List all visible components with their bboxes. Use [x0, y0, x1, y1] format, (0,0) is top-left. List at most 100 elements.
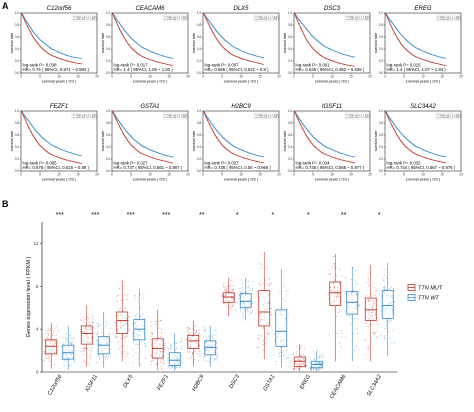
- box-point: [100, 357, 102, 359]
- box-point: [52, 332, 54, 334]
- box-point: [205, 359, 207, 361]
- box-point: [181, 357, 183, 359]
- box-point: [49, 342, 51, 344]
- box-point: [320, 355, 322, 357]
- box-point: [105, 339, 107, 341]
- box-point: [216, 355, 218, 357]
- km-ytick-label: 0.0: [197, 71, 202, 75]
- box-point: [368, 312, 370, 314]
- box-point: [159, 360, 162, 362]
- box-point: [109, 327, 111, 329]
- box-category-label: CEACAM6: [329, 373, 348, 400]
- box-point: [143, 294, 145, 296]
- box-point: [203, 326, 205, 328]
- box-point: [85, 318, 87, 320]
- box-point: [212, 337, 214, 339]
- box-point: [132, 362, 134, 364]
- box-point: [106, 337, 108, 339]
- box-point: [71, 343, 73, 346]
- box-significance: *: [378, 212, 381, 219]
- box-group-igsf11: *** IGSF11: [79, 212, 112, 393]
- box-point: [383, 291, 385, 293]
- box-point: [88, 340, 90, 342]
- box-point: [297, 367, 300, 369]
- box-point: [205, 342, 207, 344]
- box-point: [264, 291, 266, 293]
- box-point: [281, 298, 283, 300]
- box-point: [380, 305, 382, 308]
- box-point: [191, 356, 193, 358]
- box-point: [376, 337, 378, 339]
- box-point: [356, 304, 358, 306]
- box-point: [162, 360, 165, 362]
- box-point: [122, 285, 124, 287]
- km-ytick-label: 0.6: [106, 133, 111, 137]
- box-point: [352, 267, 355, 269]
- box-point: [92, 319, 94, 321]
- km-ylabel: survival rate: [192, 33, 196, 53]
- box-point: [160, 365, 162, 368]
- box-point: [62, 337, 64, 339]
- box-point: [139, 329, 141, 331]
- km-legend-label: High exp ( n = 340 ): [349, 114, 370, 117]
- box-point: [329, 272, 331, 274]
- box-point: [189, 328, 191, 330]
- box-point: [305, 365, 307, 367]
- box-point: [133, 355, 135, 357]
- box-point: [357, 318, 359, 320]
- box-point: [193, 329, 195, 331]
- box-category-label: EREG: [299, 373, 312, 390]
- box-point: [116, 300, 119, 302]
- box-point: [124, 313, 126, 315]
- box-point: [224, 286, 226, 288]
- box-point: [114, 336, 116, 338]
- box-point: [350, 278, 352, 280]
- box-point: [68, 335, 70, 337]
- box-point: [286, 308, 289, 310]
- box-point: [203, 355, 205, 358]
- km-xlabel: survival years ( OS ): [133, 80, 168, 84]
- box-point: [142, 297, 144, 299]
- box-point: [251, 290, 254, 292]
- box-point: [45, 330, 47, 332]
- box-point: [119, 348, 121, 350]
- box-point: [207, 335, 209, 337]
- box-point: [150, 338, 152, 341]
- km-xtick-label: 15: [258, 173, 262, 177]
- box-point: [89, 327, 91, 329]
- box-point: [142, 316, 144, 319]
- km-xtick-label: 5: [39, 173, 41, 177]
- km-xlabel: survival years ( OS ): [406, 178, 441, 182]
- km-ytick-label: 0.6: [379, 133, 384, 137]
- km-ytick-label: 0.2: [288, 59, 293, 63]
- box-point: [357, 349, 359, 351]
- box-point: [176, 367, 178, 369]
- km-xtick-label: 0: [293, 75, 295, 79]
- box-point: [122, 344, 124, 346]
- box-point: [187, 334, 189, 336]
- box-iqr: [80, 325, 93, 345]
- km-xtick-label: 20: [95, 173, 99, 177]
- box-point: [101, 356, 103, 358]
- box-point: [156, 362, 158, 364]
- box-iqr: [45, 339, 58, 355]
- km-xtick-label: 10: [239, 173, 243, 177]
- box-point: [177, 355, 179, 358]
- box-point: [338, 301, 340, 303]
- box-point: [370, 317, 372, 319]
- box-point: [68, 351, 70, 353]
- box-point: [246, 280, 248, 282]
- box-point: [161, 355, 163, 357]
- km-ytick-label: 1.0: [15, 11, 20, 15]
- box-point: [175, 366, 177, 368]
- km-ylabel: survival rate: [10, 131, 14, 151]
- box-point: [71, 353, 73, 356]
- box-point: [97, 325, 99, 328]
- box-point: [256, 290, 258, 292]
- box-point: [250, 302, 252, 304]
- box-point: [193, 358, 195, 361]
- box-point: [188, 351, 190, 353]
- box-point: [52, 347, 54, 349]
- km-title: DLX5: [233, 6, 249, 12]
- box-point: [302, 363, 304, 365]
